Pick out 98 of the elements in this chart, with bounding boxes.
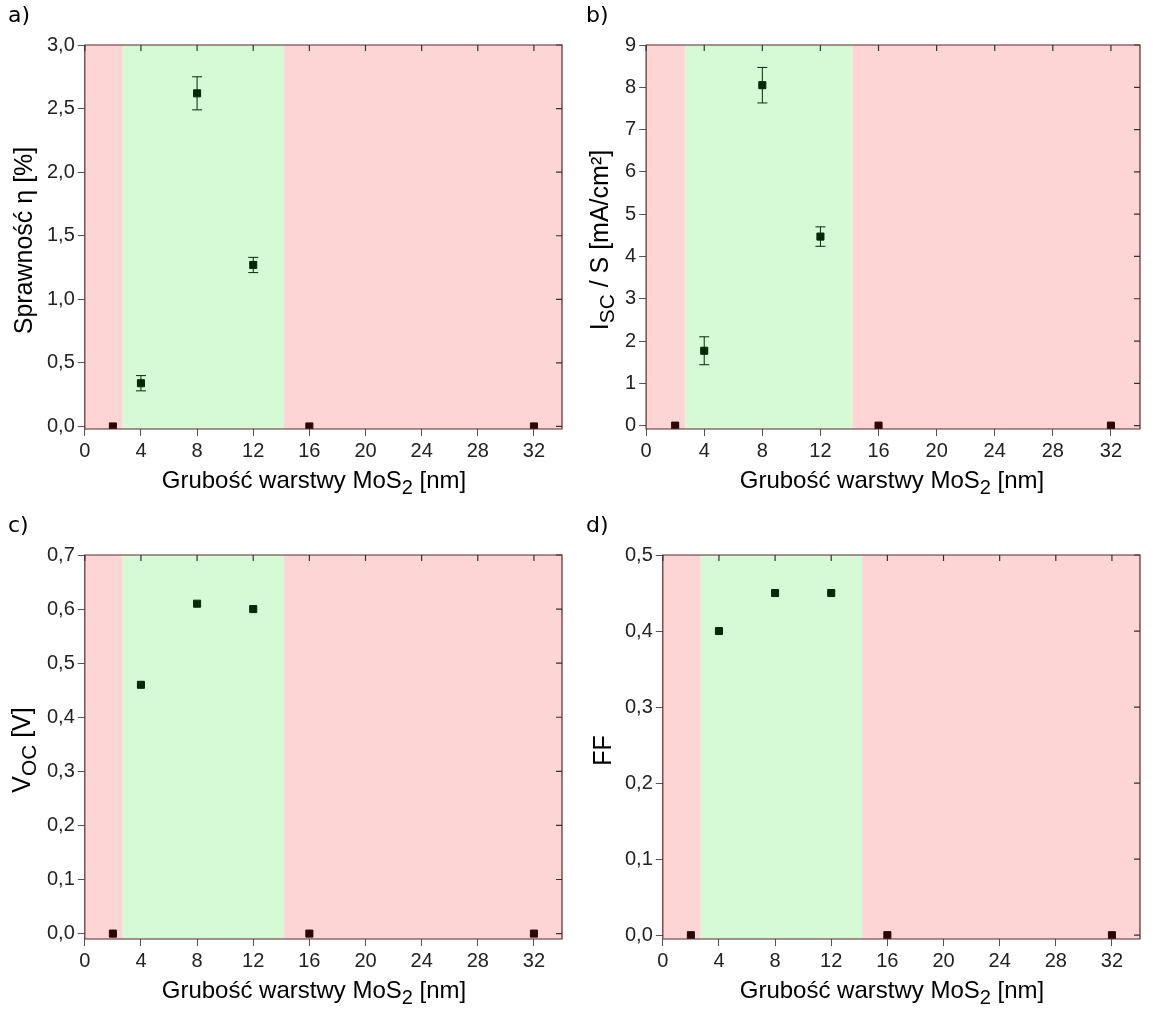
y-tick-label: 2,5: [46, 96, 75, 119]
x-tick-label: 32: [522, 948, 546, 971]
point: [874, 421, 883, 429]
point: [671, 421, 680, 429]
x-axis-title: Grubość warstwy MoS$_{2}$ [nm]: [738, 976, 1046, 1009]
y-tick-label: 1,5: [46, 223, 75, 246]
y-tick-label: 1: [625, 370, 637, 393]
y-tick-label: 9: [625, 32, 637, 55]
point: [1106, 421, 1115, 429]
y-tick-label: 0: [625, 413, 637, 436]
y-tick-label: 0,1: [624, 846, 653, 869]
x-tick-label: 20: [354, 948, 377, 971]
x-tick-label: 8: [191, 948, 203, 971]
x-tick-label: 12: [242, 438, 265, 461]
x-tick-label: 28: [1044, 948, 1067, 971]
point: [883, 931, 892, 939]
y-tick-label: 0,1: [46, 867, 75, 890]
x-tick-label: 28: [466, 948, 489, 971]
y-tick-label: 8: [625, 74, 637, 97]
x-tick-label: 4: [713, 948, 725, 971]
y-tick-label: 7: [625, 117, 637, 140]
x-tick-label: 0: [657, 948, 669, 971]
chart-title: b): [586, 2, 609, 27]
x-tick-label: 28: [1041, 438, 1064, 461]
x-tick-label: 4: [135, 438, 147, 461]
y-tick-label: 0,5: [46, 350, 75, 373]
x-tick-label: 20: [925, 438, 948, 461]
y-axis-title: FF: [587, 734, 617, 766]
point: [108, 929, 117, 938]
x-tick-label: 32: [522, 438, 546, 461]
x-tick-label: 8: [756, 438, 768, 461]
x-axis-title: Grubość warstwy MoS$_{2}$ [nm]: [738, 466, 1046, 499]
point: [305, 422, 314, 429]
x-axis-title: Grubość warstwy MoS$_{2}$ [nm]: [160, 976, 468, 1009]
point: [700, 346, 709, 355]
y-tick-label: 1,0: [46, 286, 75, 309]
y-tick-label: 0,4: [624, 618, 653, 641]
y-tick-label: 0,5: [624, 542, 653, 565]
chart-title: a): [8, 2, 31, 27]
point: [529, 929, 538, 938]
x-tick-label: 4: [698, 438, 710, 461]
y-tick-label: 0,3: [624, 694, 653, 717]
point: [193, 599, 202, 608]
point: [529, 422, 538, 429]
y-tick-label: 0,0: [46, 413, 75, 436]
x-axis-title: Grubość warstwy MoS$_{2}$ [nm]: [160, 466, 468, 499]
x-tick-label: 32: [1100, 948, 1124, 971]
x-tick-label: 16: [298, 948, 321, 971]
y-tick-label: 0,0: [624, 922, 653, 945]
x-tick-label: 0: [79, 948, 91, 971]
x-tick-label: 32: [1099, 438, 1123, 461]
x-tick-label: 12: [242, 948, 265, 971]
x-tick-label: 24: [410, 438, 433, 461]
x-tick-label: 16: [867, 438, 890, 461]
point: [827, 588, 836, 598]
y-tick-label: 3,0: [46, 32, 75, 55]
x-tick-label: 12: [809, 438, 832, 461]
y-tick-label: 5: [625, 201, 637, 224]
point: [1107, 931, 1116, 939]
x-tick-label: 12: [820, 948, 843, 971]
x-tick-label: 20: [354, 438, 377, 461]
point: [816, 232, 825, 241]
y-tick-label: 2,0: [46, 159, 75, 182]
y-tick-label: 0,4: [46, 704, 75, 727]
point: [714, 627, 723, 636]
y-tick-label: 0,6: [46, 596, 75, 619]
x-tick-label: 24: [983, 438, 1006, 461]
point: [193, 89, 202, 98]
chart-title: d): [586, 512, 609, 537]
point: [686, 931, 695, 939]
point: [305, 929, 314, 938]
point: [108, 422, 117, 429]
y-tick-label: 0,2: [624, 770, 653, 793]
x-tick-label: 8: [769, 948, 781, 971]
y-tick-label: 0,2: [46, 812, 75, 835]
y-tick-label: 0,3: [46, 758, 75, 781]
x-tick-label: 0: [79, 438, 91, 461]
y-axis-title: Sprawność η [%]: [9, 146, 39, 334]
x-tick-label: 28: [466, 438, 489, 461]
y-tick-label: 3: [625, 286, 637, 309]
chart-title: c): [8, 512, 29, 537]
x-tick-label: 24: [410, 948, 433, 971]
point: [771, 588, 780, 598]
y-tick-label: 0,0: [46, 921, 75, 944]
y-tick-label: 0,5: [46, 650, 75, 673]
x-tick-label: 16: [298, 438, 321, 461]
x-tick-label: 16: [876, 948, 899, 971]
point: [136, 680, 145, 689]
y-tick-label: 4: [625, 243, 637, 266]
point: [758, 81, 767, 90]
x-tick-label: 8: [191, 438, 203, 461]
x-tick-label: 20: [932, 948, 955, 971]
y-tick-label: 0,7: [46, 542, 75, 565]
y-tick-label: 2: [625, 328, 637, 351]
x-tick-label: 4: [135, 948, 147, 971]
x-tick-label: 24: [988, 948, 1011, 971]
y-tick-label: 6: [625, 159, 637, 182]
point: [249, 605, 258, 614]
